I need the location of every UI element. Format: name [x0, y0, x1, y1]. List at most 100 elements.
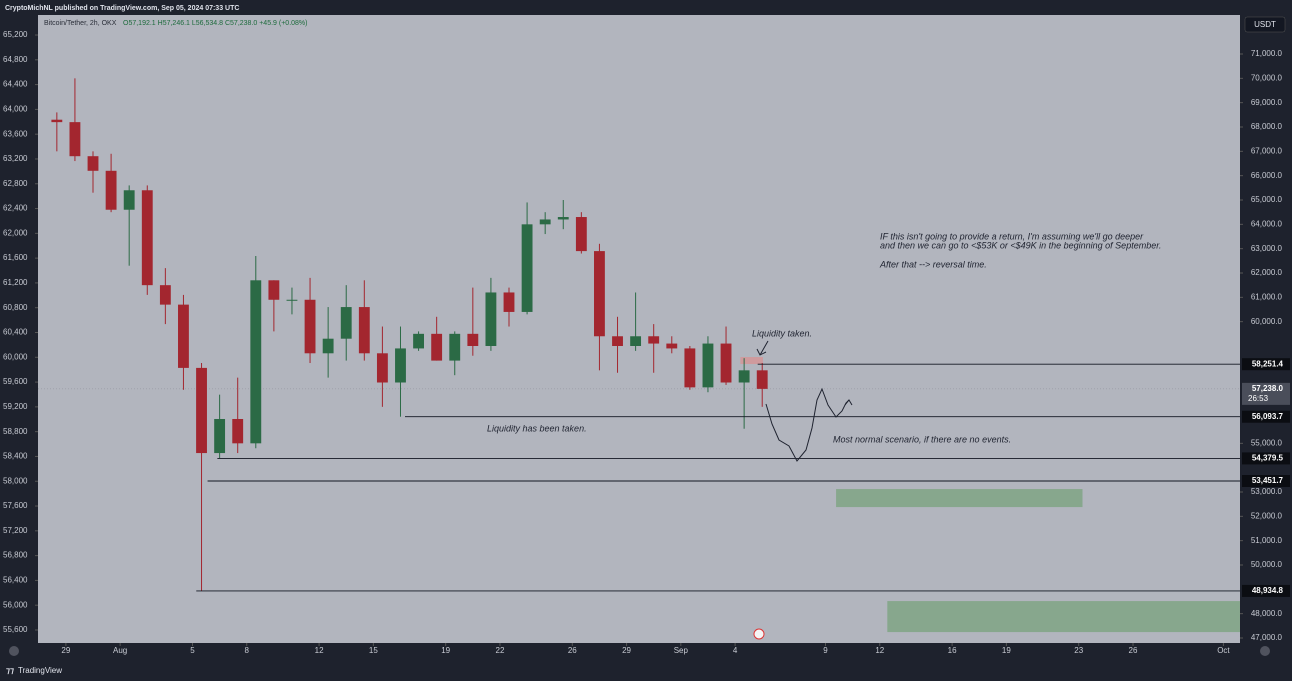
logo: ⁊⁊ [6, 666, 14, 675]
x-tick-label: 12 [315, 646, 324, 655]
x-tick-label: 9 [823, 646, 828, 655]
y-tick-label: 60,800 [3, 303, 28, 312]
candle-body [738, 370, 750, 383]
annotation: IF this isn't going to provide a return,… [880, 231, 1144, 241]
y2-tick-label: 65,000.0 [1251, 195, 1283, 204]
y2-tick-label: 53,000.0 [1251, 487, 1283, 496]
plot-area [38, 15, 1240, 643]
candle-body [304, 299, 316, 354]
x-tick-label: Oct [1217, 646, 1230, 655]
symbol-title: Bitcoin/Tether, 2h, OKX [44, 20, 117, 27]
candle-body [232, 418, 244, 444]
x-tick-label: 23 [1074, 646, 1083, 655]
candle-body [575, 217, 587, 252]
annotation: Liquidity has been taken. [487, 423, 587, 433]
y-tick-label: 61,200 [3, 278, 28, 287]
candle-body [413, 333, 424, 349]
last-price-box [1242, 382, 1290, 405]
y-tick-label: 64,000 [3, 104, 28, 113]
y-tick-label: 57,200 [3, 526, 28, 535]
y2-tick-label: 68,000.0 [1251, 122, 1283, 131]
y2-tick-label: 51,000.0 [1251, 536, 1283, 545]
zone [836, 489, 1083, 508]
y-tick-label: 59,200 [3, 402, 28, 411]
candle-body [521, 224, 533, 312]
candle-body [69, 122, 81, 157]
annotation: Liquidity taken. [752, 328, 812, 338]
y2-tick-label: 63,000.0 [1251, 244, 1283, 253]
level-label-box [1242, 584, 1290, 597]
candle-body [159, 285, 171, 305]
x-tick-label: 29 [622, 646, 631, 655]
candle-body [594, 251, 605, 337]
footer: TradingView [18, 666, 62, 675]
y-tick-label: 63,600 [3, 129, 28, 138]
projection-arrow [844, 399, 853, 406]
y2-tick-label: 52,000.0 [1251, 511, 1283, 520]
candle-body [51, 119, 63, 123]
candle-body [702, 343, 714, 388]
x-tick-label: 15 [369, 646, 378, 655]
x-tick-label: 12 [875, 646, 884, 655]
candle-body [557, 217, 569, 220]
candle-body [720, 343, 732, 383]
y-tick-label: 56,000 [3, 600, 28, 609]
y-tick-label: 56,800 [3, 551, 28, 560]
candle-body [123, 190, 135, 210]
candle-body [178, 304, 189, 368]
y-tick-label: 62,000 [3, 228, 28, 237]
x-tick-label: 4 [733, 646, 738, 655]
currency-box[interactable] [1244, 16, 1286, 33]
candle-body [467, 333, 479, 346]
candle-body [196, 367, 207, 454]
publisher: CryptoMichNL published on TradingView.co… [5, 5, 239, 12]
level-label-box [1242, 475, 1290, 488]
y-tick-label: 63,200 [3, 154, 28, 163]
chart-layer: 55,600 56,000 56,400 56,800 57,200 57,600 58,0… [3, 30, 1290, 655]
y2-tick-label: 48,000.0 [1251, 609, 1283, 618]
candle-body [268, 280, 280, 300]
x-tick-label: 26 [568, 646, 577, 655]
y2-tick-label: 66,000.0 [1251, 171, 1283, 180]
settings-icon[interactable] [9, 646, 19, 656]
settings-icon[interactable] [1260, 646, 1270, 656]
annotation: Most normal scenario, if there are no ev… [833, 434, 1011, 444]
candle-body [666, 343, 678, 349]
x-tick-label: 19 [1002, 646, 1011, 655]
candle-body [612, 336, 623, 346]
y-tick-label: 60,000 [3, 352, 28, 361]
y-tick-label: 64,800 [3, 55, 28, 64]
y-tick-label: 59,600 [3, 377, 28, 386]
x-tick-label: 5 [190, 646, 195, 655]
candle-body [141, 190, 153, 286]
y-tick-label: 61,600 [3, 253, 28, 262]
level-label-box [1242, 452, 1290, 465]
y-tick-label: 58,800 [3, 427, 28, 436]
annotation: and then we can go to <$53K or <$49K in … [880, 240, 1161, 250]
x-tick-label: 8 [245, 646, 250, 655]
zone [887, 601, 1240, 633]
x-tick-label: 29 [61, 646, 70, 655]
level-label: 58,251.4 [1252, 359, 1284, 368]
level-label: 54,379.5 [1252, 454, 1284, 463]
x-tick-label: Sep [674, 646, 689, 655]
candle-body [485, 292, 497, 346]
candle-body [630, 336, 642, 346]
event-icon[interactable] [753, 628, 765, 640]
candle-body [503, 292, 515, 312]
y-tick-label: 64,400 [3, 80, 28, 89]
projection-path [765, 387, 850, 462]
x-tick-label: Aug [113, 646, 127, 655]
x-tick-label: 19 [441, 646, 450, 655]
y-tick-label: 58,000 [3, 476, 28, 485]
y2-tick-label: 64,000.0 [1251, 219, 1283, 228]
candle-body [87, 156, 99, 171]
y2-tick-label: 60,000.0 [1251, 317, 1283, 326]
level-label-box [1242, 358, 1290, 371]
currency[interactable]: USDT [1254, 20, 1276, 29]
y2-tick-label: 47,000.0 [1251, 633, 1283, 642]
candle-body [250, 280, 262, 444]
countdown: 26:53 [1248, 394, 1269, 403]
candle-body [756, 370, 768, 389]
x-tick-label: 26 [1129, 646, 1138, 655]
